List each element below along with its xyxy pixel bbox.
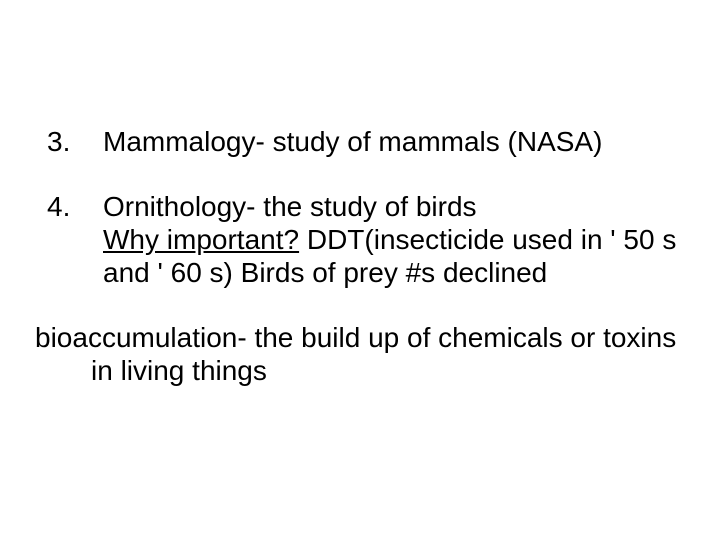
term-word: bioaccumulation [35,322,237,353]
why-important-label: Why important? [103,224,299,255]
list-row: 4. Ornithology- the study of birds Why i… [35,190,685,289]
term-definition: bioaccumulation- the build up of chemica… [35,321,685,387]
list-number-4: 4. [35,190,103,289]
list-body-3: Mammalogy- study of mammals (NASA) [103,125,685,158]
list-body-4: Ornithology- the study of birds Why impo… [103,190,685,289]
list-item-4: 4. Ornithology- the study of birds Why i… [35,190,685,289]
list-item-3: 3. Mammalogy- study of mammals (NASA) [35,125,685,158]
slide: 3. Mammalogy- study of mammals (NASA) 4.… [0,0,720,540]
ornithology-line: Ornithology- the study of birds [103,191,477,222]
list-number-3: 3. [35,125,103,158]
list-row: 3. Mammalogy- study of mammals (NASA) [35,125,685,158]
content-block: 3. Mammalogy- study of mammals (NASA) 4.… [35,125,685,387]
